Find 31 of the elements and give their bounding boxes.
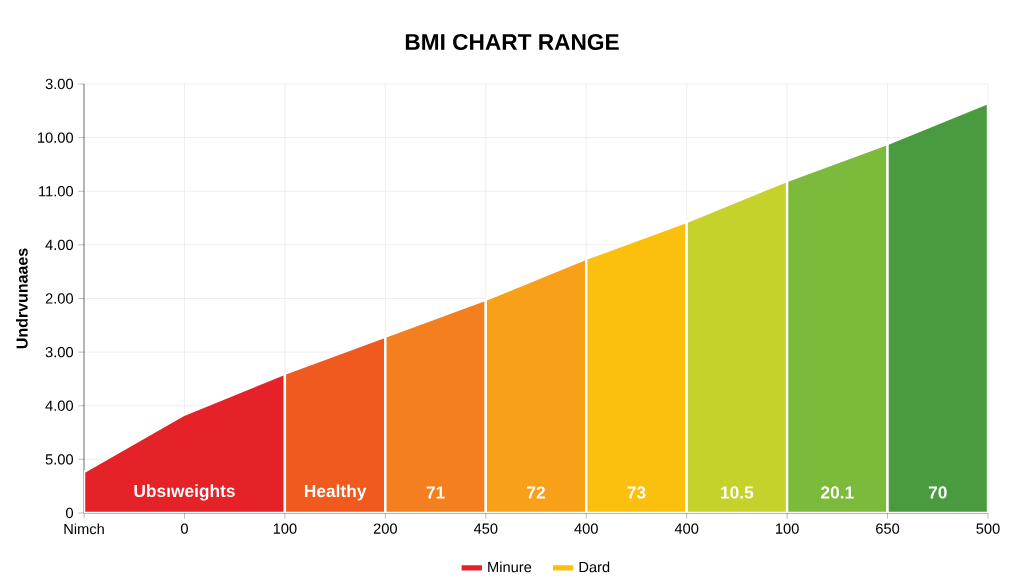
text: 2.00	[45, 293, 74, 304]
annotation: Healthy	[304, 484, 367, 501]
annotation: Ubsıweights	[134, 484, 235, 501]
x-tick-label: 100	[273, 523, 297, 534]
annotation: 71	[426, 486, 445, 499]
annotation: 20.1	[821, 486, 854, 499]
legend-label: Minure	[488, 561, 532, 573]
x-tick-label: 0	[180, 523, 188, 534]
x-tick-label: Nimch	[64, 523, 104, 535]
text: 3.00	[45, 346, 74, 358]
x-tick-label: 200	[373, 523, 397, 534]
chart-title: BMI CHART RANGE	[405, 33, 619, 51]
text: 10.00	[38, 132, 74, 143]
x-tick-label: 650	[876, 523, 900, 534]
annotation: 73	[627, 486, 646, 499]
x-tick-label: 500	[976, 523, 1000, 534]
x-tick-label: 100	[775, 523, 799, 534]
x-tick-label: 450	[473, 523, 498, 534]
text: 3.00	[45, 78, 74, 90]
annotation: 70	[928, 486, 947, 499]
text: 11.00	[39, 186, 74, 197]
x-tick-label: 400	[674, 523, 699, 534]
x-tick-label: 400	[574, 523, 598, 534]
text: 5.00	[45, 454, 74, 465]
annotation: 10.5	[721, 486, 754, 499]
text: 4.00	[45, 400, 74, 411]
annotation: 72	[527, 486, 545, 499]
y-axis-title: Undrvunaaes	[16, 248, 28, 349]
legend-label: Dard	[579, 561, 610, 573]
text: 0	[66, 507, 74, 519]
text: 4.00	[45, 239, 74, 251]
